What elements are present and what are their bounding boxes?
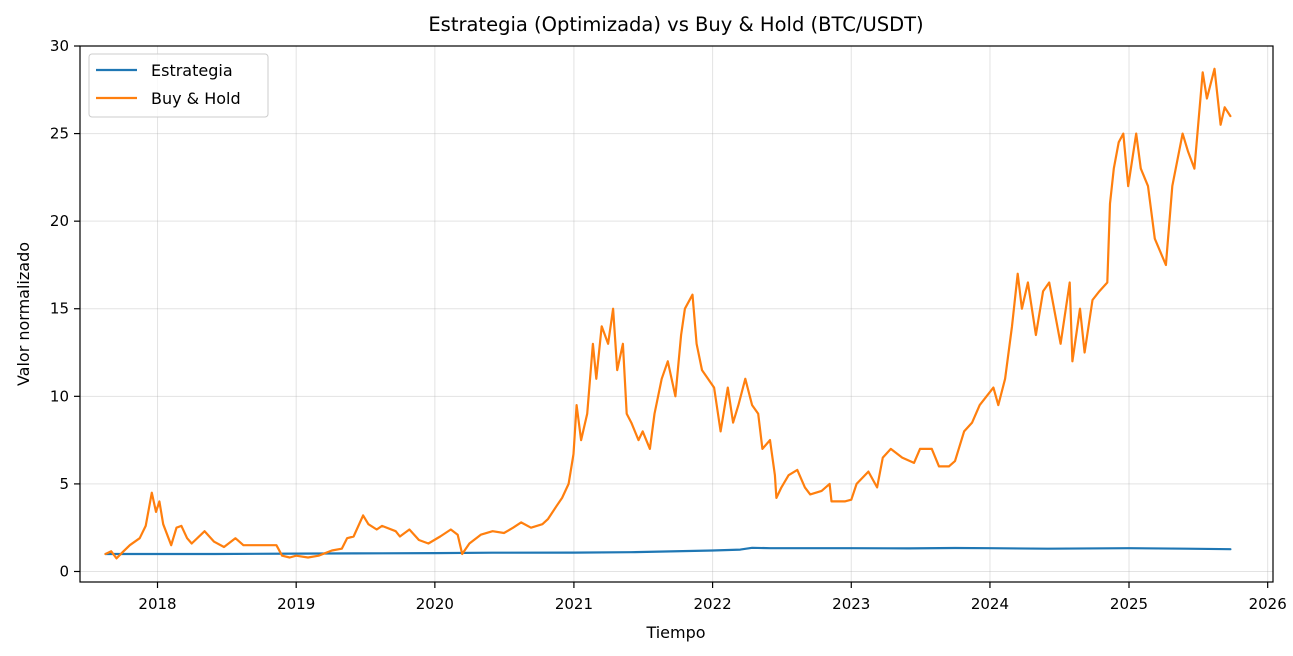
legend: Estrategia Buy & Hold [88, 53, 269, 118]
series-line-estrategia [104, 546, 1232, 556]
y-tick-label: 15 [50, 300, 69, 318]
x-tick-label: 2023 [832, 595, 870, 613]
series-line-buy-hold [104, 67, 1232, 560]
x-tick-label: 2020 [416, 595, 454, 613]
x-axis-label: Tiempo [645, 623, 705, 642]
x-tick-label: 2019 [277, 595, 315, 613]
y-tick-label: 0 [59, 562, 69, 580]
y-tick-label: 20 [50, 212, 69, 230]
legend-label-buy-hold: Buy & Hold [151, 89, 241, 108]
y-tick-label: 30 [50, 37, 69, 55]
legend-label-estrategia: Estrategia [151, 61, 233, 80]
x-axis-ticks: 2018 2019 2020 2021 2022 2023 2024 2025 2026 [138, 582, 1287, 613]
x-tick-label: 2025 [1110, 595, 1148, 613]
y-axis-label: Valor normalizado [14, 242, 33, 386]
series-layer [104, 67, 1232, 560]
x-tick-label: 2018 [138, 595, 176, 613]
y-tick-label: 25 [50, 125, 69, 143]
plot-area-frame [79, 45, 1274, 583]
y-tick-label: 10 [50, 387, 69, 405]
y-axis-ticks: 0 5 10 15 20 25 30 [50, 37, 80, 580]
x-tick-label: 2022 [694, 595, 732, 613]
y-tick-label: 5 [59, 475, 69, 493]
x-tick-label: 2024 [971, 595, 1009, 613]
x-tick-label: 2026 [1249, 595, 1287, 613]
x-tick-label: 2021 [555, 595, 593, 613]
chart-title: Estrategia (Optimizada) vs Buy & Hold (B… [428, 13, 923, 36]
grid [80, 45, 1273, 582]
